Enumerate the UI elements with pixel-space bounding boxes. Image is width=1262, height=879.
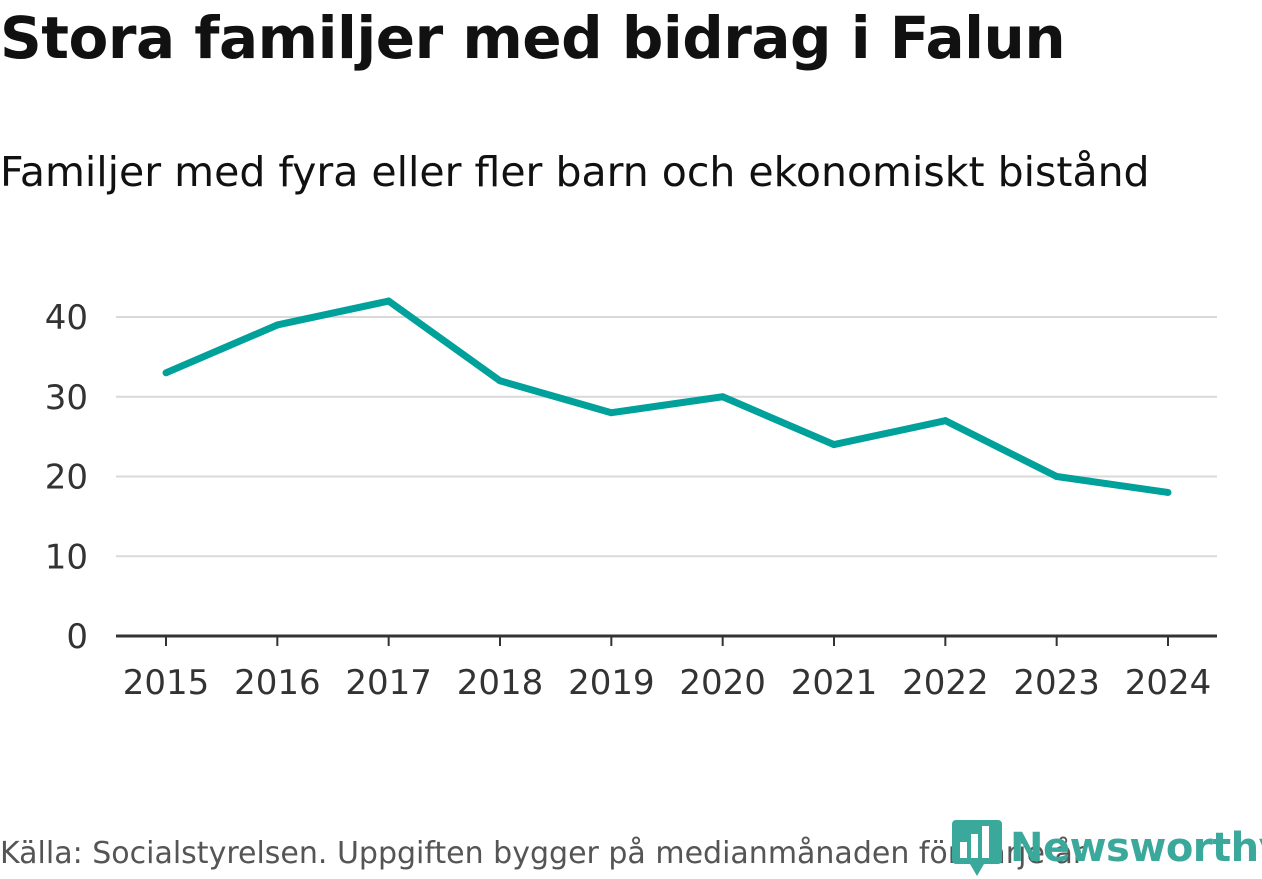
y-tick-label: 0 xyxy=(66,617,88,657)
x-tick-label: 2016 xyxy=(234,663,321,703)
x-tick-label: 2015 xyxy=(123,663,210,703)
y-tick-label: 30 xyxy=(45,378,88,418)
x-tick-label: 2021 xyxy=(791,663,878,703)
source-note: Källa: Socialstyrelsen. Uppgiften bygger… xyxy=(0,836,1086,871)
y-tick-label: 10 xyxy=(45,537,88,577)
x-tick-label: 2022 xyxy=(902,663,989,703)
y-tick-label: 20 xyxy=(45,458,88,498)
data-point xyxy=(162,369,170,377)
newsworthy-logo: Newsworthy xyxy=(952,820,1262,876)
y-tick-label: 40 xyxy=(45,298,88,338)
x-tick-label: 2018 xyxy=(457,663,544,703)
data-point xyxy=(496,377,504,385)
data-point xyxy=(273,321,281,329)
x-tick-label: 2017 xyxy=(345,663,432,703)
data-point xyxy=(1053,473,1061,480)
data-point xyxy=(830,441,838,449)
x-tick-label: 2024 xyxy=(1125,663,1212,703)
x-tick-label: 2020 xyxy=(679,663,766,703)
bar-chart-icon xyxy=(952,820,1002,876)
data-point xyxy=(1164,488,1172,496)
chart-subtitle: Familjer med fyra eller fler barn och ek… xyxy=(0,148,1150,196)
data-point xyxy=(719,393,727,401)
data-point xyxy=(385,297,393,305)
data-point xyxy=(941,417,949,425)
data-point xyxy=(607,409,615,417)
brand-name: Newsworthy xyxy=(1010,825,1262,871)
x-tick-label: 2019 xyxy=(568,663,655,703)
series-line xyxy=(164,297,1169,496)
x-tick-label: 2023 xyxy=(1013,663,1100,703)
chart-title: Stora familjer med bidrag i Falun xyxy=(0,4,1066,72)
